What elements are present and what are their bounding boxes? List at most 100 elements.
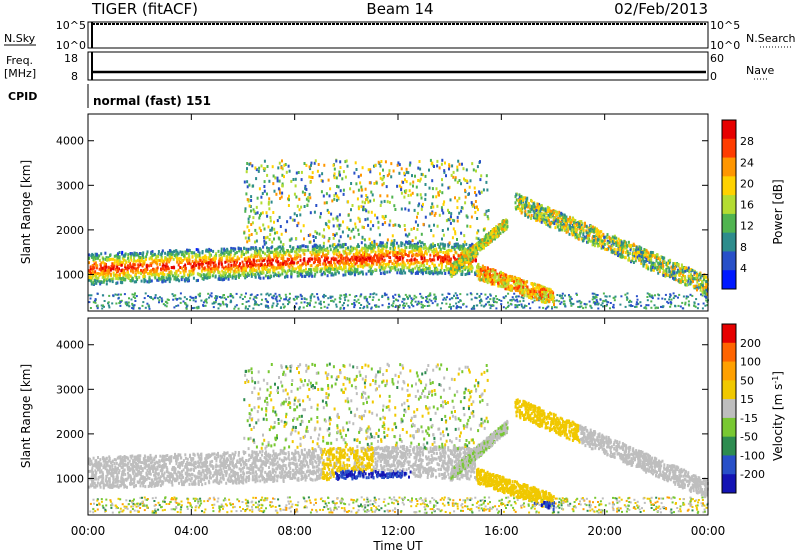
power-cell bbox=[313, 296, 315, 298]
power-cell bbox=[168, 271, 170, 274]
power-cell bbox=[242, 261, 244, 264]
power-cell bbox=[372, 299, 374, 301]
power-cell bbox=[441, 272, 443, 275]
power-cell bbox=[340, 189, 342, 192]
power-cell bbox=[436, 164, 438, 167]
power-cell bbox=[102, 304, 104, 306]
power-cell bbox=[459, 261, 461, 264]
power-cell bbox=[319, 174, 321, 177]
power-cell bbox=[269, 262, 271, 265]
power-cell bbox=[192, 255, 194, 258]
power-cell bbox=[322, 253, 324, 256]
power-cell bbox=[345, 247, 347, 250]
power-cell bbox=[664, 298, 666, 300]
power-cell bbox=[365, 296, 367, 298]
power-cell bbox=[353, 172, 355, 175]
power-cell bbox=[657, 298, 659, 300]
power-cell bbox=[411, 174, 413, 177]
power-cell bbox=[418, 268, 420, 271]
power-cell bbox=[174, 294, 176, 296]
power-cell bbox=[660, 306, 662, 308]
power-cell bbox=[424, 198, 426, 201]
power-cell bbox=[427, 267, 429, 270]
power-cell bbox=[280, 307, 282, 309]
power-cell bbox=[89, 294, 91, 296]
power-cell bbox=[347, 234, 349, 237]
power-cell bbox=[279, 216, 281, 219]
power-cell bbox=[228, 253, 230, 256]
power-cell bbox=[189, 259, 191, 262]
power-cell bbox=[443, 243, 445, 246]
power-cell bbox=[273, 256, 275, 259]
power-cell bbox=[342, 231, 344, 234]
power-cell bbox=[288, 165, 290, 168]
power-cell bbox=[242, 298, 244, 300]
power-cell bbox=[396, 271, 398, 274]
power-cell bbox=[393, 300, 395, 302]
power-cell bbox=[481, 191, 483, 194]
cpid-label: CPID bbox=[8, 90, 37, 103]
power-cell bbox=[366, 264, 368, 267]
power-cell bbox=[376, 216, 378, 219]
power-cell bbox=[173, 258, 175, 261]
power-cell bbox=[665, 294, 667, 296]
power-cell bbox=[477, 208, 479, 211]
power-cell bbox=[133, 296, 135, 298]
power-cell bbox=[106, 277, 108, 280]
power-cell bbox=[666, 301, 668, 303]
power-cell bbox=[459, 179, 461, 182]
power-cell bbox=[333, 237, 335, 240]
power-cell bbox=[287, 258, 289, 261]
power-cell bbox=[186, 249, 188, 252]
power-cell bbox=[150, 256, 152, 259]
power-cell bbox=[452, 219, 454, 222]
power-cell bbox=[382, 250, 384, 253]
power-cell bbox=[347, 261, 349, 264]
power-cell bbox=[226, 304, 228, 306]
power-cell bbox=[167, 299, 169, 301]
power-cell bbox=[461, 206, 463, 209]
power-cell bbox=[304, 275, 306, 278]
power-cell bbox=[347, 246, 349, 249]
power-cell bbox=[393, 297, 395, 299]
power-cell bbox=[441, 264, 443, 267]
power-cell bbox=[365, 251, 367, 254]
power-cell bbox=[354, 304, 356, 306]
station-title: TIGER (fitACF) bbox=[91, 0, 198, 18]
power-cell bbox=[100, 252, 102, 255]
power-cell bbox=[248, 163, 250, 166]
power-cell bbox=[563, 303, 565, 305]
power-cell bbox=[421, 241, 423, 244]
power-cell bbox=[444, 162, 446, 165]
power-cell bbox=[298, 274, 300, 277]
power-cell bbox=[147, 295, 149, 297]
power-cell bbox=[334, 168, 336, 171]
power-cell bbox=[373, 182, 375, 185]
power-cell bbox=[456, 294, 458, 296]
power-cell bbox=[416, 186, 418, 189]
power-cell bbox=[247, 251, 249, 254]
power-cell bbox=[370, 308, 372, 310]
power-cell bbox=[176, 299, 178, 301]
power-cell bbox=[106, 259, 108, 262]
power-cell bbox=[175, 305, 177, 307]
power-cell bbox=[456, 266, 458, 269]
power-cell bbox=[542, 307, 544, 309]
power-cell bbox=[162, 280, 164, 283]
power-cell bbox=[384, 243, 386, 246]
power-cell bbox=[521, 304, 523, 306]
power-cell bbox=[120, 278, 122, 281]
power-cell bbox=[349, 187, 351, 190]
power-cell bbox=[455, 292, 457, 294]
power-cell bbox=[128, 297, 130, 299]
power-cell bbox=[436, 250, 438, 253]
power-cell bbox=[102, 267, 104, 270]
power-cell bbox=[473, 168, 475, 171]
power-cell bbox=[250, 265, 252, 268]
power-cell bbox=[468, 272, 470, 275]
power-cell bbox=[627, 292, 629, 294]
power-cell bbox=[279, 250, 281, 253]
power-cell bbox=[330, 260, 332, 263]
power-cell bbox=[294, 299, 296, 301]
